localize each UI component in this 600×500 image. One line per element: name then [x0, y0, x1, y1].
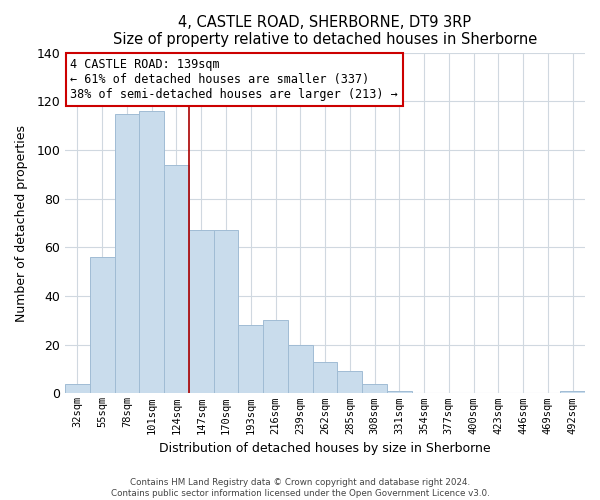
- Bar: [164, 164, 189, 394]
- Bar: [560, 391, 585, 394]
- Bar: [313, 362, 337, 394]
- Title: 4, CASTLE ROAD, SHERBORNE, DT9 3RP
Size of property relative to detached houses : 4, CASTLE ROAD, SHERBORNE, DT9 3RP Size …: [113, 15, 537, 48]
- Y-axis label: Number of detached properties: Number of detached properties: [15, 124, 28, 322]
- Bar: [214, 230, 238, 394]
- Bar: [263, 320, 288, 394]
- X-axis label: Distribution of detached houses by size in Sherborne: Distribution of detached houses by size …: [159, 442, 491, 455]
- Bar: [387, 391, 412, 394]
- Bar: [189, 230, 214, 394]
- Text: 4 CASTLE ROAD: 139sqm
← 61% of detached houses are smaller (337)
38% of semi-det: 4 CASTLE ROAD: 139sqm ← 61% of detached …: [70, 58, 398, 101]
- Bar: [115, 114, 139, 394]
- Bar: [65, 384, 90, 394]
- Bar: [337, 372, 362, 394]
- Bar: [362, 384, 387, 394]
- Bar: [90, 257, 115, 394]
- Bar: [139, 111, 164, 394]
- Text: Contains HM Land Registry data © Crown copyright and database right 2024.
Contai: Contains HM Land Registry data © Crown c…: [110, 478, 490, 498]
- Bar: [288, 344, 313, 394]
- Bar: [238, 326, 263, 394]
